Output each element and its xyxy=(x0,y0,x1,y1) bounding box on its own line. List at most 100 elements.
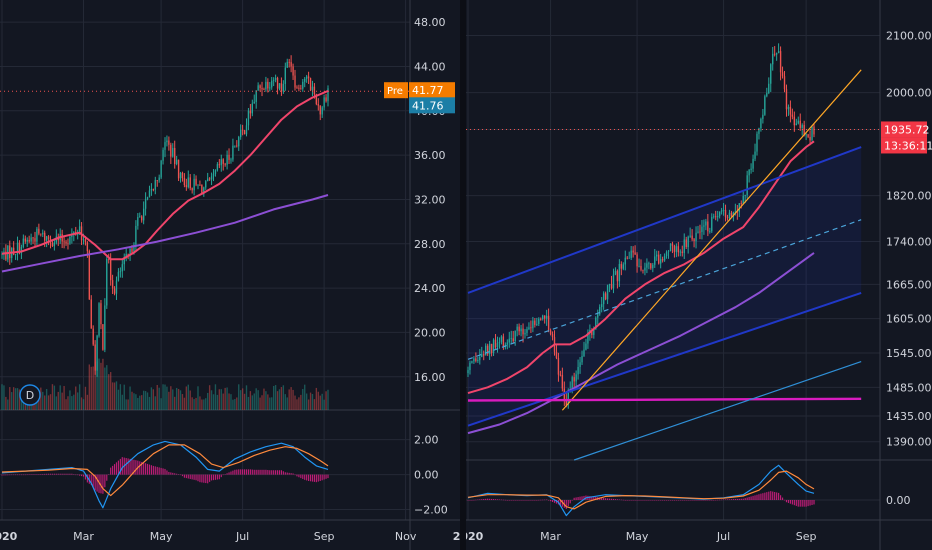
volume-bar-121 xyxy=(236,397,238,410)
histogram-bar-29 xyxy=(57,473,59,475)
volume-bar-36 xyxy=(71,396,73,410)
sma-line-2 xyxy=(467,252,815,435)
histogram-bar-101 xyxy=(665,500,668,501)
histogram-bar-52 xyxy=(102,474,104,494)
histogram-bar-33 xyxy=(65,473,67,475)
left-time-axis[interactable]: 2020 Mar May Jul Sep Nov xyxy=(0,530,417,543)
histogram-bar-123 xyxy=(240,469,242,475)
candle-body-98 xyxy=(191,188,193,191)
candle-body-77 xyxy=(150,188,153,191)
candle-body-22 xyxy=(44,232,46,241)
candle-body-12 xyxy=(490,343,493,354)
candle-body-133 xyxy=(728,212,731,219)
histogram-bar-100 xyxy=(195,474,197,481)
candle-body-68 xyxy=(133,244,135,254)
histogram-bar-159 xyxy=(309,474,312,482)
volume-bar-28 xyxy=(55,396,58,410)
candle-body-94 xyxy=(652,264,654,269)
candle-body-46 xyxy=(557,357,560,375)
left-macd-histogram xyxy=(1,457,329,494)
candle-body-162 xyxy=(785,89,788,110)
histogram-bar-90 xyxy=(176,473,178,475)
candle-body-56 xyxy=(109,259,112,281)
histogram-bar-42 xyxy=(82,474,85,477)
volume-bar-118 xyxy=(230,394,232,410)
candle-body-106 xyxy=(207,178,209,182)
volume-bar-132 xyxy=(257,390,259,410)
logo-letter: D xyxy=(26,389,34,402)
candle-body-38 xyxy=(542,315,544,320)
right-price-axis[interactable]: 2100.00 2000.00 1820.00 1740.00 1665.00 1605.… xyxy=(886,29,932,507)
candle-body-35 xyxy=(69,236,71,244)
volume-bar-112 xyxy=(218,389,221,410)
left-logo-badge[interactable]: D xyxy=(19,384,41,406)
candle-body-117 xyxy=(228,154,230,160)
candle-body-91 xyxy=(646,263,648,268)
volume-bar-62 xyxy=(121,394,123,410)
volume-bar-152 xyxy=(296,399,298,410)
volume-bar-47 xyxy=(92,366,94,410)
histogram-bar-123 xyxy=(709,500,711,501)
histogram-bar-90 xyxy=(644,500,646,501)
candle-body-63 xyxy=(591,329,593,335)
volume-bar-44 xyxy=(86,394,89,410)
candle-body-139 xyxy=(271,80,273,88)
left-chart-panel[interactable]: 48.0044.0040.0036.0032.0028.0024.0020.00… xyxy=(0,0,462,550)
time-tick-label-0: 2020 xyxy=(453,530,484,543)
histogram-bar-11 xyxy=(489,498,491,500)
histogram-bar-27 xyxy=(53,473,55,475)
candle-body-3 xyxy=(473,358,475,362)
histogram-bar-56 xyxy=(577,497,579,500)
candle-body-128 xyxy=(249,110,252,114)
right-drawing-tools[interactable] xyxy=(467,69,862,461)
volume-bar-27 xyxy=(53,385,56,410)
candle-body-10 xyxy=(486,345,489,355)
candle-body-87 xyxy=(170,144,172,157)
candle-body-127 xyxy=(247,110,250,126)
candle-body-104 xyxy=(671,243,674,246)
panel-divider[interactable] xyxy=(460,0,466,550)
candle-body-26 xyxy=(518,326,520,332)
candle-body-160 xyxy=(311,86,314,91)
volume-bar-78 xyxy=(152,389,155,410)
candle-body-145 xyxy=(752,158,754,169)
candle-body-97 xyxy=(658,254,660,264)
sma-line-1 xyxy=(467,140,815,395)
candle-body-90 xyxy=(175,159,178,164)
histogram-bar-91 xyxy=(178,474,180,475)
volume-bar-127 xyxy=(247,396,250,410)
histogram-bar-120 xyxy=(234,469,236,475)
volume-bar-29 xyxy=(57,391,59,410)
volume-bar-103 xyxy=(201,399,203,410)
right-chart-panel[interactable]: 2100.00 2000.00 1820.00 1740.00 1665.00 1605.… xyxy=(453,0,932,550)
volume-bar-129 xyxy=(251,395,254,410)
candle-body-65 xyxy=(127,254,129,255)
volume-bar-141 xyxy=(274,385,277,410)
volume-bar-155 xyxy=(302,388,304,410)
histogram-bar-102 xyxy=(199,474,201,483)
candle-body-109 xyxy=(212,173,215,177)
candle-body-144 xyxy=(280,83,283,92)
histogram-bar-4 xyxy=(9,474,11,476)
candle-body-84 xyxy=(632,250,634,253)
histogram-bar-73 xyxy=(610,498,613,500)
candle-body-169 xyxy=(799,120,801,128)
time-tick-label-0: 2020 xyxy=(0,530,18,543)
volume-bar-133 xyxy=(259,397,261,410)
candle-body-166 xyxy=(323,97,325,108)
histogram-bar-170 xyxy=(801,500,803,507)
volume-bar-115 xyxy=(224,387,226,410)
histogram-bar-21 xyxy=(42,473,44,475)
histogram-bar-40 xyxy=(546,499,548,501)
candle-body-85 xyxy=(166,140,168,143)
volume-bar-20 xyxy=(40,387,42,410)
left-price-axis[interactable]: 48.0044.0040.0036.0032.0028.0024.0020.00… xyxy=(414,16,448,516)
volume-bar-136 xyxy=(265,391,267,410)
volume-bar-59 xyxy=(115,381,118,410)
histogram-bar-127 xyxy=(717,499,719,501)
histogram-bar-150 xyxy=(292,473,294,475)
candle-body-60 xyxy=(585,343,587,350)
candle-body-136 xyxy=(734,211,737,213)
volume-bar-64 xyxy=(125,399,127,410)
histogram-bar-161 xyxy=(313,474,315,482)
